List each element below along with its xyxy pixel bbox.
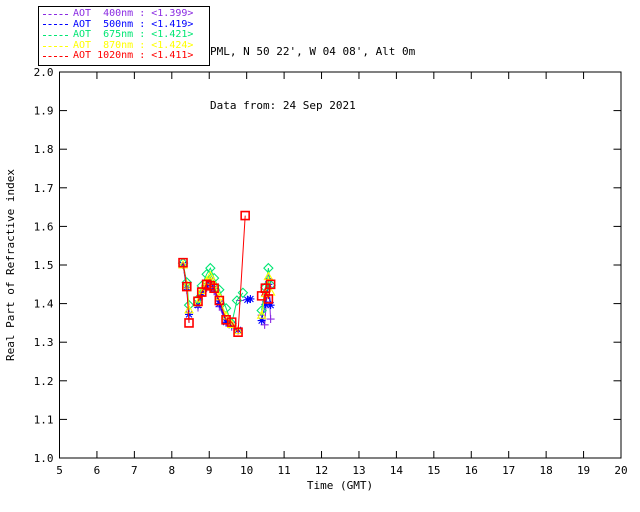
y-tick-label: 1.4 [34,298,54,311]
marker-square-1020nm [221,315,231,325]
marker-square-1020nm [181,281,192,292]
marker-triangle-870nm [205,270,216,280]
series-line-675nm [261,268,272,311]
series-line-1020nm [182,262,190,323]
legend-line-sample-675nm [43,34,68,36]
x-tick-label: 14 [390,464,404,477]
legend-line-sample-870nm [43,45,68,47]
series-line-1020nm [197,215,246,334]
marker-asterisk-500nm [222,318,231,327]
marker-asterisk-500nm [185,310,194,319]
marker-diamond-675nm [237,287,249,299]
legend-label-1020nm: AOT 1020nm : <1.411> [73,50,194,62]
x-tick-label: 10 [240,464,253,477]
x-tick-label: 15 [427,464,440,477]
legend-item-1020nm: AOT 1020nm : <1.411> [43,51,206,62]
x-tick-label: 5 [56,464,63,477]
y-tick-label: 1.3 [34,336,54,349]
y-tick-label: 1.0 [34,452,54,465]
x-tick-label: 8 [168,464,175,477]
y-tick-label: 1.6 [34,220,54,233]
marker-triangle-870nm [178,259,188,269]
marker-square-1020nm [205,281,216,291]
legend-label-675nm: AOT 675nm : <1.421> [73,29,194,41]
y-tick-label: 1.2 [34,375,54,388]
x-tick-label: 20 [614,464,627,477]
marker-triangle-870nm [233,325,244,335]
marker-square-1020nm [214,295,225,306]
x-tick-label: 9 [206,464,213,477]
y-axis-label: Real Part of Refractive index [4,169,17,361]
marker-square-1020nm [226,317,237,327]
marker-plus-400nm [266,315,275,324]
x-tick-label: 19 [577,464,590,477]
y-tick-label: 1.9 [34,105,54,118]
marker-square-1020nm [233,327,243,337]
marker-triangle-870nm [196,285,207,295]
legend-item-400nm: AOT 400nm : <1.399> [43,8,206,20]
legend-label-500nm: AOT 500nm : <1.419> [73,18,194,30]
marker-square-1020nm [263,294,274,304]
marker-diamond-675nm [226,318,237,329]
marker-triangle-870nm [184,304,194,314]
marker-asterisk-500nm [227,321,236,330]
site-location-text: PML, N 50 22', W 04 08', Alt 0m [210,45,416,58]
marker-square-1020nm [265,279,276,290]
marker-triangle-870nm [256,310,267,319]
legend-label-870nm: AOT 870nm : <1.424> [73,39,194,51]
x-tick-label: 11 [277,464,290,477]
legend-line-sample-1020nm [43,56,68,58]
legend-line-sample-500nm [43,24,68,26]
x-tick-label: 18 [540,464,553,477]
x-tick-label: 16 [465,464,478,477]
legend-item-500nm: AOT 500nm : <1.419> [43,18,206,31]
y-tick-label: 1.1 [34,413,54,426]
y-tick-label: 1.5 [34,259,54,272]
x-tick-label: 6 [94,464,101,477]
x-tick-label: 12 [315,464,328,477]
legend-box: AOT 400nm : <1.399> AOT 500nm : <1.419> … [38,6,210,66]
data-date-text: Data from: 24 Sep 2021 [210,99,356,112]
marker-diamond-675nm [214,284,225,295]
marker-asterisk-500nm [243,295,252,304]
marker-asterisk-500nm [257,316,266,325]
marker-plus-400nm [260,320,269,329]
marker-asterisk-500nm [266,301,275,310]
x-tick-label: 17 [502,464,515,477]
y-tick-label: 1.7 [34,182,54,195]
legend-label-400nm: AOT 400nm : <1.399> [73,8,194,19]
marker-square-1020nm [184,318,194,328]
marker-square-1020nm [178,257,188,268]
marker-square-1020nm [209,283,219,293]
marker-asterisk-500nm [261,300,270,309]
legend-item-675nm: AOT 675nm : <1.421> [43,30,206,41]
x-tick-label: 7 [131,464,138,477]
y-tick-label: 2.0 [34,66,54,79]
marker-square-1020nm [193,296,203,307]
header-block: PML, N 50 22', W 04 08', Alt 0m Data fro… [210,7,415,151]
legend-item-870nm: AOT 870nm : <1.424> [43,39,206,52]
marker-asterisk-500nm [215,299,224,308]
marker-square-1020nm [240,210,250,221]
y-tick-label: 1.8 [34,143,54,156]
x-tick-label: 13 [352,464,365,477]
legend-line-sample-400nm [43,13,68,15]
marker-asterisk-500nm [246,294,255,303]
x-axis-label: Time (GMT) [307,479,373,492]
